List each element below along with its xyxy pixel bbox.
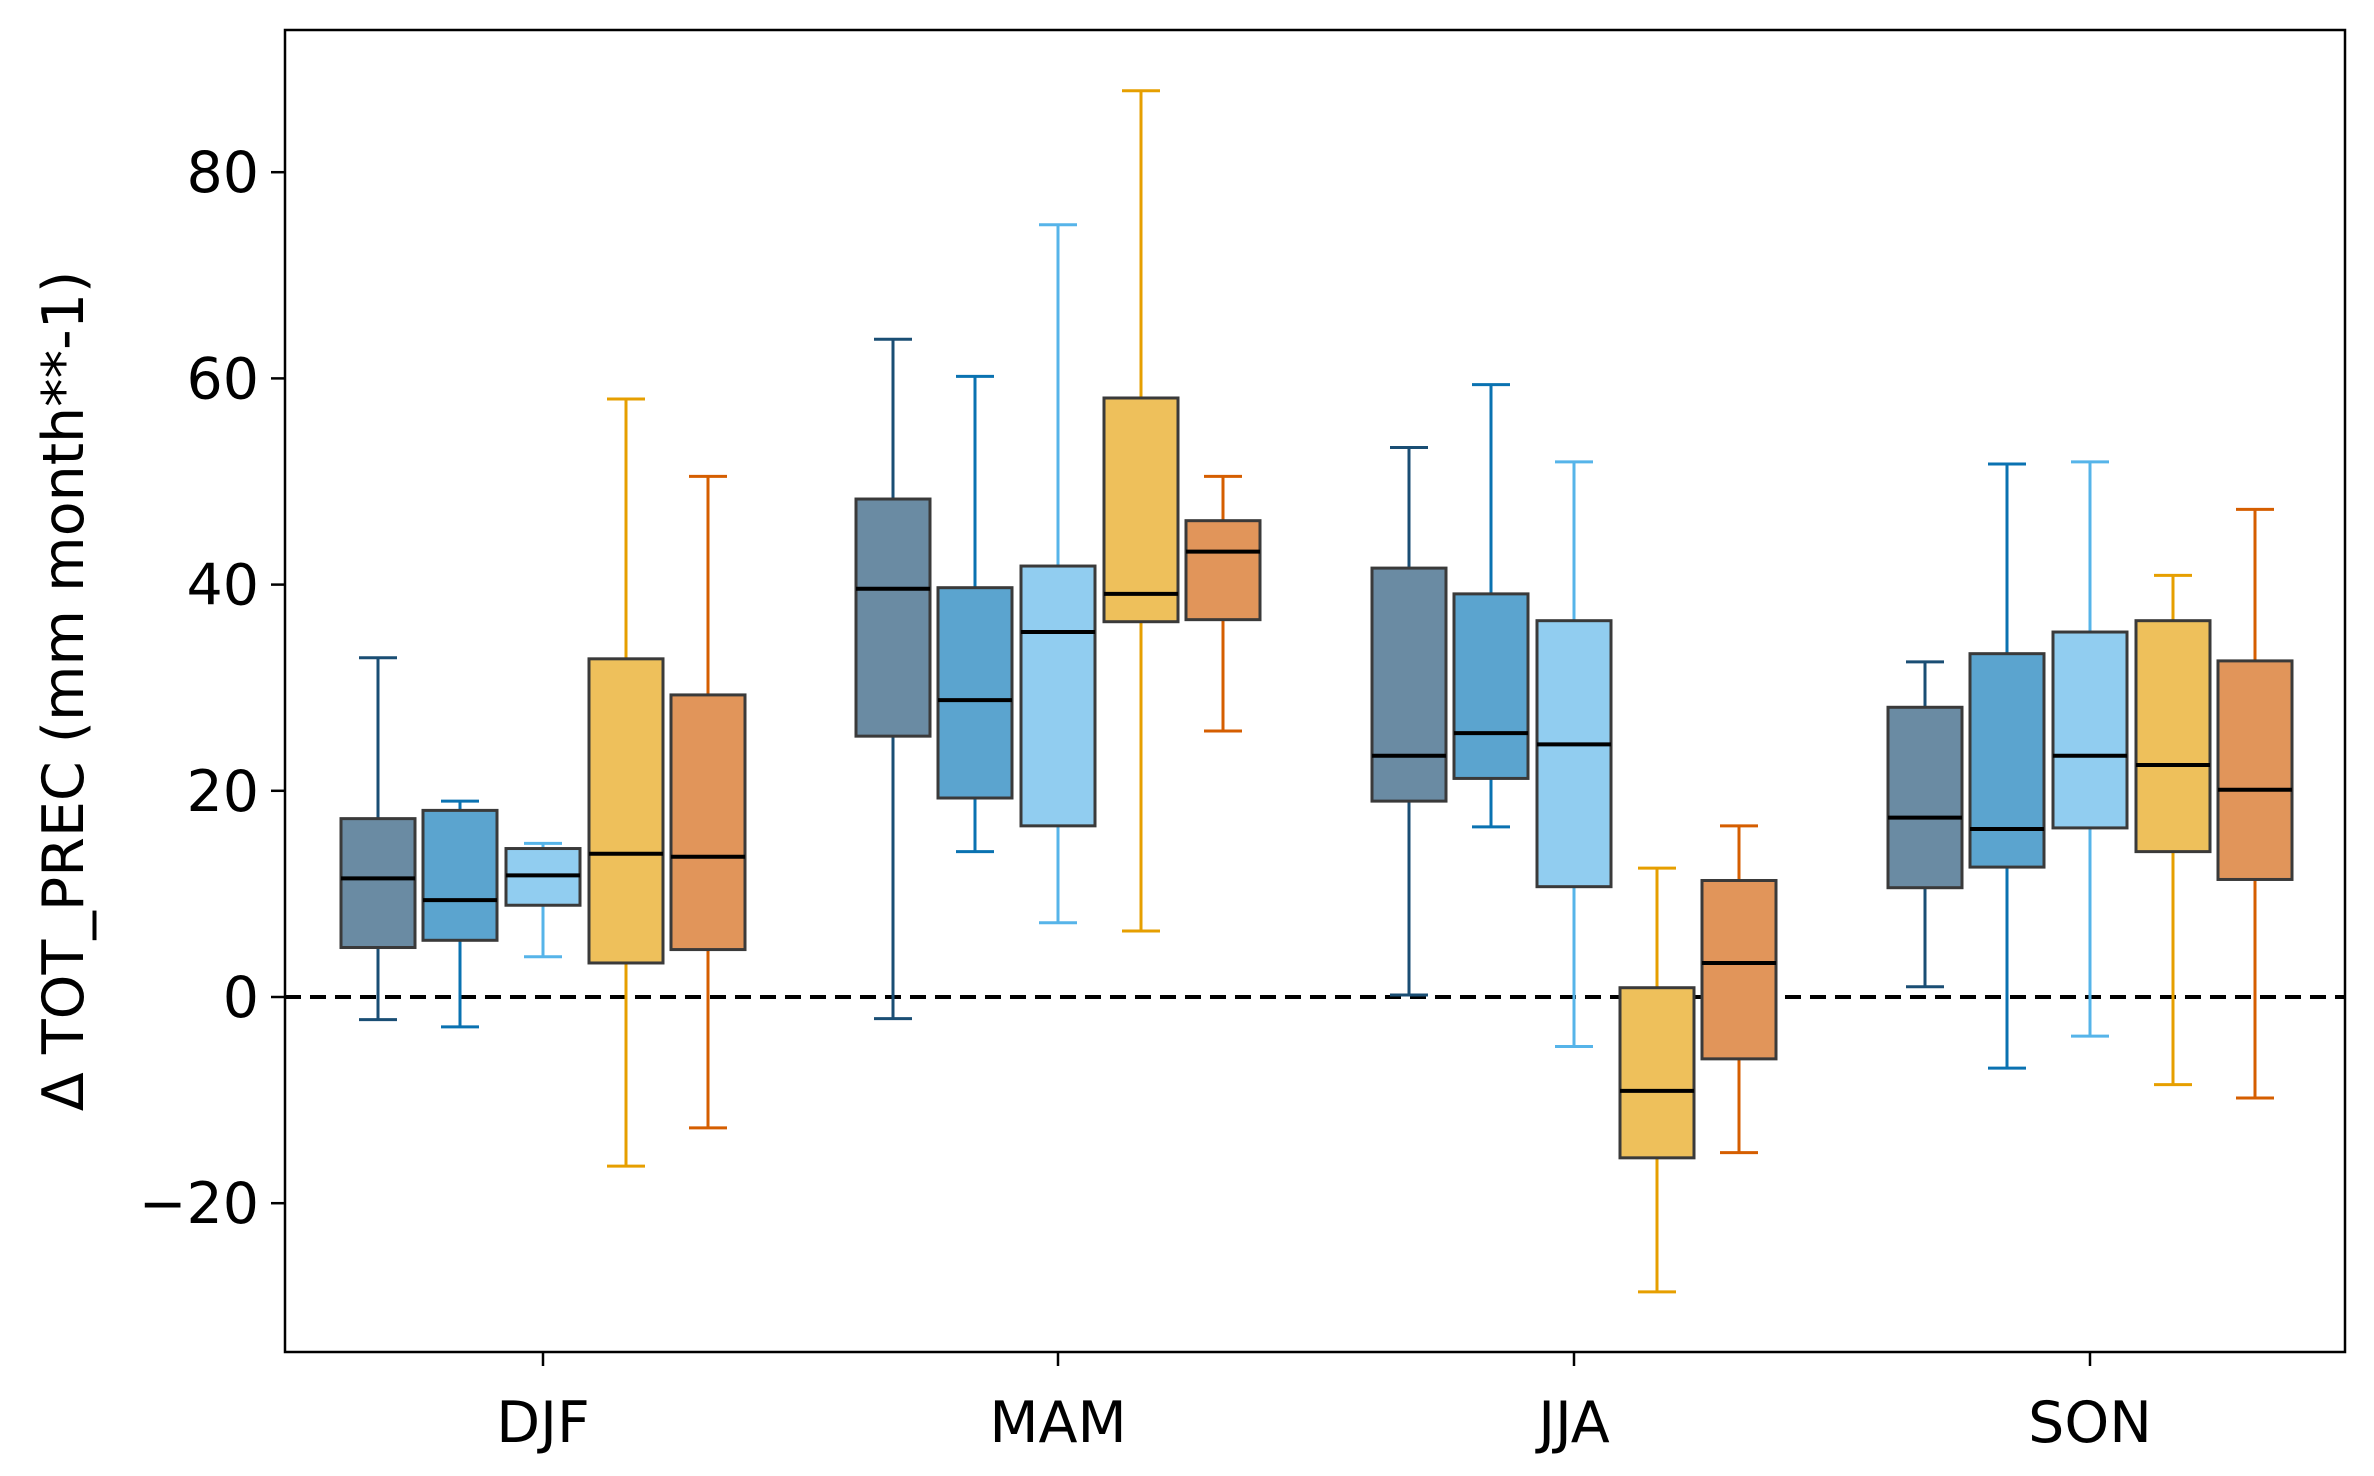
box-jja-series-4: [1618, 866, 1696, 1294]
iqr-box: [1968, 652, 2046, 869]
y-tick-label: 20: [186, 759, 259, 825]
iqr-box: [1700, 878, 1778, 1061]
box-djf-series-1: [339, 656, 417, 1022]
iqr-box: [1019, 564, 1097, 828]
y-tick-label: 0: [223, 965, 259, 1031]
iqr-box: [2051, 630, 2129, 830]
iqr-box: [1618, 986, 1696, 1160]
y-tick-label: −20: [139, 1171, 259, 1237]
y-tick-label: 80: [186, 140, 259, 206]
box-jja-series-2: [1452, 383, 1530, 829]
box-son-series-2: [1968, 462, 2046, 1070]
box-son-series-3: [2051, 460, 2129, 1038]
box-djf-series-3: [504, 841, 582, 959]
box-mam-series-2: [936, 374, 1014, 854]
box-son-series-5: [2216, 507, 2294, 1100]
iqr-box: [854, 497, 932, 738]
box-son-series-1: [1886, 660, 1964, 989]
iqr-box: [669, 693, 747, 952]
y-tick-label: 60: [186, 346, 259, 412]
iqr-box: [1452, 592, 1530, 780]
box-mam-series-3: [1019, 223, 1097, 925]
box-mam-series-4: [1102, 89, 1180, 933]
iqr-box: [1886, 705, 1964, 890]
iqr-box: [936, 586, 1014, 800]
box-mam-series-1: [854, 337, 932, 1021]
iqr-box: [587, 657, 665, 965]
box-jja-series-3: [1535, 460, 1613, 1048]
x-tick-label: JJA: [1535, 1390, 1610, 1456]
box-mam-series-5: [1184, 474, 1262, 733]
x-tick-label: SON: [2028, 1390, 2152, 1456]
y-tick-label: 40: [186, 553, 259, 619]
x-tick-label: DJF: [496, 1390, 590, 1456]
iqr-box: [2216, 659, 2294, 881]
iqr-box: [2134, 619, 2212, 854]
iqr-box: [1184, 519, 1262, 622]
iqr-box: [1102, 396, 1180, 624]
box-jja-series-1: [1370, 445, 1448, 997]
box-djf-series-2: [421, 799, 499, 1029]
x-tick-label: MAM: [989, 1390, 1126, 1456]
plot-frame: [283, 28, 2347, 1354]
box-djf-series-4: [587, 397, 665, 1168]
iqr-box: [1535, 619, 1613, 889]
iqr-box: [339, 817, 417, 950]
y-axis-label: Δ TOT_PREC (mm month**-1): [31, 271, 97, 1112]
box-djf-series-5: [669, 474, 747, 1130]
box-son-series-4: [2134, 573, 2212, 1087]
iqr-box: [421, 808, 499, 942]
iqr-box: [1370, 566, 1448, 803]
box-jja-series-5: [1700, 824, 1778, 1155]
